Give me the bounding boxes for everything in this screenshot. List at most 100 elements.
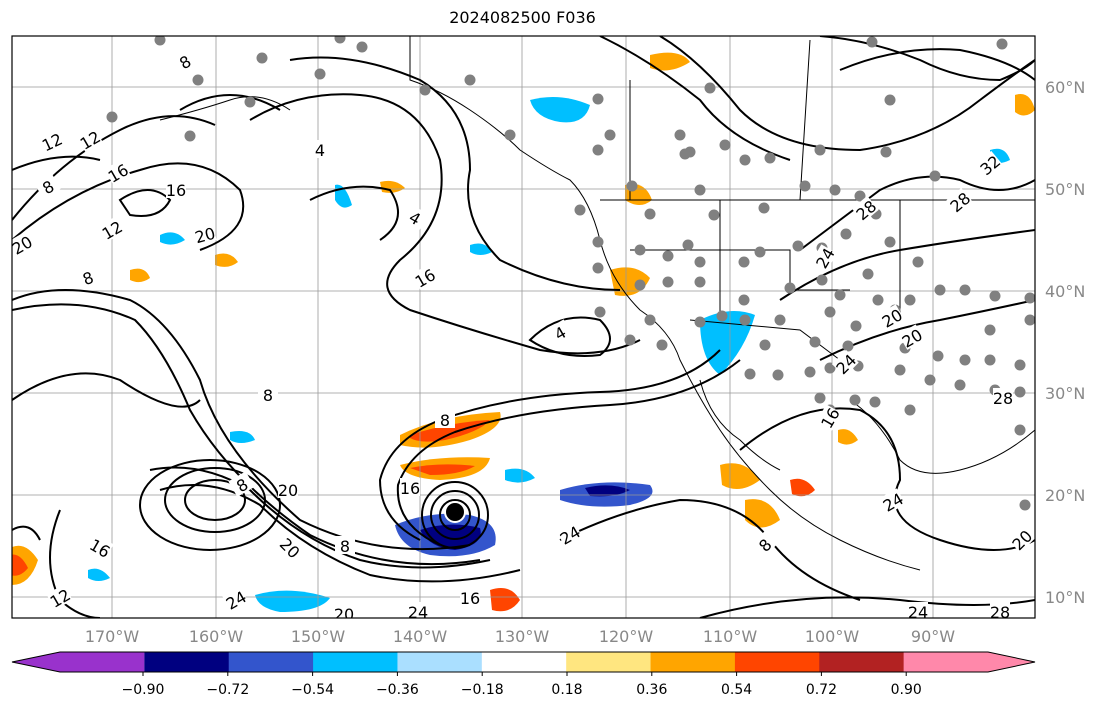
negative-area [255,590,330,612]
colorbar-tick-label: 0.18 [551,682,582,698]
contour-line [12,289,471,551]
contour-label-bg [945,187,973,215]
station-marker [574,204,586,216]
contour-label-bg [750,530,778,558]
contour-label: 20 [278,481,298,500]
station-marker [996,38,1008,50]
station-marker [184,130,196,142]
positive-area [410,420,490,442]
station-marker [764,152,776,164]
colorbar-tick-label: −0.36 [376,682,419,698]
station-marker [154,36,166,46]
contour-label-bg [277,533,305,561]
contour-line [396,359,741,546]
longitude-label: 130°W [495,627,550,646]
contour-line [12,303,481,566]
station-marker [842,340,854,352]
colorbar-segment [228,652,314,672]
contour-label-group: 20 [192,222,217,247]
border [799,39,811,201]
colorbar-tick-label: 0.54 [721,682,752,698]
contour-label-bg [75,265,101,289]
contour-line [289,56,621,291]
station-marker [624,334,636,346]
contour-line [528,316,611,357]
contour-label-group: 24 [908,602,928,622]
contour-label-bg [898,324,925,350]
contour-line [12,162,245,251]
colorbar-segment [481,652,567,672]
colorbar-tick-label: 0.72 [806,682,837,698]
coastline [699,379,781,471]
station-marker [834,289,846,301]
contour-label-bg [831,349,859,377]
contour-label-group: 16 [460,588,480,608]
negative-area [585,485,630,497]
colorbar-segment [144,652,230,672]
station-marker [862,268,874,280]
negative-area [160,232,185,245]
contour-line [599,36,791,161]
contour-label-group: 20 [334,604,354,618]
station-marker [356,41,368,53]
positive-area [215,253,238,267]
colorbar-segment [734,652,820,672]
latitude-label: 10°N [1045,588,1085,607]
station-marker [682,239,694,251]
border [689,319,841,361]
positive-area [490,587,520,612]
station-marker [738,256,750,268]
contour-line [164,467,266,533]
contour-label-bg [879,488,906,514]
colorbar: −0.90 −0.72 −0.54 −0.36 −0.18 0.18 0.36 0.54 0.7… [11,651,1036,698]
station-marker [959,284,971,296]
negative-area [470,243,492,255]
station-marker [592,262,604,274]
station-marker [932,350,944,362]
contour-line [819,36,1035,82]
contour-label-group: 8 [258,385,278,405]
contour-label-bg [38,128,65,154]
station-marker [684,146,696,158]
contour-label-group: 4 [546,319,573,345]
contour-label-group: 28 [990,602,1010,618]
contour-label: 24 [908,603,928,622]
station-marker [739,154,751,166]
contour-line [430,490,480,540]
longitude-labels: 170°W 160°W 150°W 140°W 130°W 120°W 110°W 100°W… [85,627,955,646]
colorbar-segment [819,652,905,672]
contour-label-bg [222,586,249,612]
negative-area [700,311,755,375]
contour-label-bg [12,231,35,257]
station-marker [872,294,884,306]
station-marker [792,240,804,252]
contour-line [118,189,172,217]
contour-label-group: 8 [34,173,61,199]
station-marker [850,320,862,332]
contour-label-bg [556,521,583,547]
contour-line [739,407,1035,551]
contour-label-bg [76,126,103,152]
contour-label-bg [258,385,278,403]
station-marker [869,396,881,408]
coastlines-borders [159,36,1035,571]
station-marker [739,314,751,326]
contour-line [159,484,521,583]
station-marker [244,96,256,108]
contour-label: 4 [315,141,325,160]
contour-label-bg [1007,525,1035,553]
longitude-label: 170°W [85,627,140,646]
contour-label-bg [816,404,842,431]
station-marker [799,180,811,192]
contour-label-bg [878,304,905,330]
station-marker [604,129,616,141]
contour-label-group: 28 [993,388,1013,408]
map-frame [11,35,1036,619]
latitude-label: 50°N [1045,180,1085,199]
contour-label-bg [908,602,928,618]
map-title: 2024082500 F036 [449,8,596,27]
station-marker [1024,292,1035,304]
positive-area [790,478,815,497]
contour-label: 8 [440,411,450,430]
contour-label-group: 8 [228,471,255,497]
